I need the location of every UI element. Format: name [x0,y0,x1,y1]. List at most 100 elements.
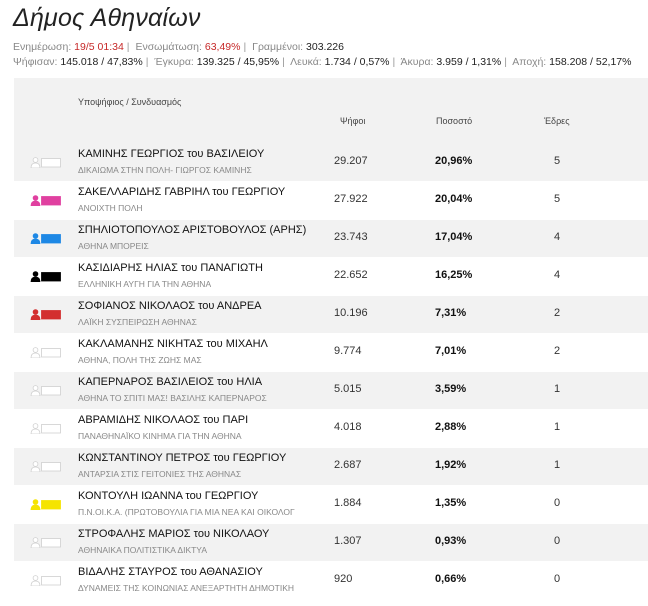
seats-value: 0 [554,497,561,509]
party-name: ΛΑΪΚΗ ΣΥΣΠΕΙΡΩΣΗ ΑΘΗΝΑΣ [78,317,197,327]
valid-label: Έγκυρα: [154,56,194,68]
party-name: ΠΑΝΑΘΗΝΑΪΚΟ ΚΙΝΗΜΑ ΓΙΑ ΤΗΝ ΑΘΗΝΑ [78,431,242,441]
invalid-label: Άκυρα: [400,56,434,68]
percent-value: 2,88% [435,421,467,433]
candidate-icon-outline [30,535,61,549]
table-row[interactable]: ΚΑΚΛΑΜΑΝΗΣ ΝΙΚΗΤΑΣ του ΜΙΧΑΗΛ ΑΘΗΝΑ, ΠΟΛΗ… [14,334,648,372]
candidate-icon-magenta [30,193,61,207]
seats-value: 1 [554,383,561,395]
percent-value: 7,31% [435,307,467,319]
candidate-name: ΚΟΝΤΟΥΛΗ ΙΩΑΝΝΑ του ΓΕΩΡΓΙΟΥ [78,490,259,502]
party-name: ΑΝΤΑΡΣΙΑ ΣΤΙΣ ΓΕΙΤΟΝΙΕΣ ΤΗΣ ΑΘΗΝΑΣ [78,469,242,479]
votes-value: 9.774 [334,345,362,357]
percent-value: 1,92% [435,459,467,471]
voted-value: 145.018 / 47,83% [60,56,143,68]
candidate-name: ΚΑΜΙΝΗΣ ΓΕΩΡΓΙΟΣ του ΒΑΣΙΛΕΙΟΥ [78,148,265,160]
table-row[interactable]: ΚΟΝΤΟΥΛΗ ΙΩΑΝΝΑ του ΓΕΩΡΓΙΟΥ Π.Ν.ΟΙ.Κ.Α. … [14,486,648,524]
candidate-icon-outline [30,459,61,473]
candidate-name: ΚΩΝΣΤΑΝΤΙΝΟΥ ΠΕΤΡΟΣ του ΓΕΩΡΓΙΟΥ [78,452,287,464]
percent-value: 7,01% [435,345,467,357]
percent-value: 1,35% [435,497,467,509]
table-row[interactable]: ΒΙΔΑΛΗΣ ΣΤΑΥΡΟΣ του ΑΘΑΝΑΣΙΟΥ ΔΥΝΑΜΕΙΣ ΤΗ… [14,562,648,600]
party-name: ΑΘΗΝΑ, ΠΟΛΗ ΤΗΣ ΖΩΗΣ ΜΑΣ [78,355,202,365]
votes-value: 27.922 [334,193,368,205]
party-name: Π.Ν.ΟΙ.Κ.Α. (ΠΡΩΤΟΒΟΥΛΙΑ ΓΙΑ ΜΙΑ ΝΕΑ ΚΑΙ… [78,507,295,517]
seats-value: 5 [554,193,561,205]
party-name: ΑΘΗΝΑ ΤΟ ΣΠΙΤΙ ΜΑΣ! ΒΑΣΙΛΗΣ ΚΑΠΕΡΝΑΡΟΣ [78,393,267,403]
candidate-icon-yellow [30,497,61,511]
votes-value: 23.743 [334,231,368,243]
table-header: Υποψήφιος / Συνδυασμός Ψήφοι Ποσοστό Έδρ… [14,78,648,144]
invalid-value: 3.959 / 1,31% [436,56,502,68]
table-row[interactable]: ΚΑΜΙΝΗΣ ΓΕΩΡΓΙΟΣ του ΒΑΣΙΛΕΙΟΥ ΔΙΚΑΙΩΜΑ Σ… [14,144,648,182]
blank-label: Λευκά: [290,56,322,68]
candidate-name: ΣΑΚΕΛΛΑΡΙΔΗΣ ΓΑΒΡΙΗΛ του ΓΕΩΡΓΙΟΥ [78,186,286,198]
table-row[interactable]: ΚΑΠΕΡΝΑΡΟΣ ΒΑΣΙΛΕΙΟΣ του ΗΛΙΑ ΑΘΗΝΑ ΤΟ ΣΠ… [14,372,648,410]
table-row[interactable]: ΣΟΦΙΑΝΟΣ ΝΙΚΟΛΑΟΣ του ΑΝΔΡΕΑ ΛΑΪΚΗ ΣΥΣΠΕΙ… [14,296,648,334]
integration-label: Ενσωμάτωση: [135,41,202,53]
candidate-name: ΣΤΡΟΦΑΛΗΣ ΜΑΡΙΟΣ του ΝΙΚΟΛΑΟΥ [78,528,270,540]
header-percent: Ποσοστό [436,116,473,126]
candidate-name: ΣΟΦΙΑΝΟΣ ΝΙΚΟΛΑΟΣ του ΑΝΔΡΕΑ [78,300,262,312]
header-votes: Ψήφοι [340,116,366,126]
candidate-icon-red [30,307,61,321]
page-title: Δήμος Αθηναίων [13,4,201,32]
votes-value: 10.196 [334,307,368,319]
candidate-name: ΑΒΡΑΜΙΔΗΣ ΝΙΚΟΛΑΟΣ του ΠΑΡΙ [78,414,249,426]
update-label: Ενημέρωση: [13,41,72,53]
votes-value: 920 [334,573,353,585]
results-table: Υποψήφιος / Συνδυασμός Ψήφοι Ποσοστό Έδρ… [14,78,648,600]
party-name: ΑΘΗΝΑΙΚΑ ΠΟΛΙΤΙΣΤΙΚΑ ΔΙΚΤΥΑ [78,545,208,555]
party-name: ΕΛΛΗΝΙΚΗ ΑΥΓΗ ΓΙΑ ΤΗΝ ΑΘΗΝΑ [78,279,212,289]
seats-value: 1 [554,421,561,433]
table-row[interactable]: ΣΠΗΛΙΟΤΟΠΟΥΛΟΣ ΑΡΙΣΤΟΒΟΥΛΟΣ (ΑΡΗΣ) τ ΑΘΗΝ… [14,220,648,258]
percent-value: 0,66% [435,573,467,585]
votes-value: 22.652 [334,269,368,281]
candidate-name: ΚΑΠΕΡΝΑΡΟΣ ΒΑΣΙΛΕΙΟΣ του ΗΛΙΑ [78,376,263,388]
percent-value: 3,59% [435,383,467,395]
table-body: ΚΑΜΙΝΗΣ ΓΕΩΡΓΙΟΣ του ΒΑΣΙΛΕΙΟΥ ΔΙΚΑΙΩΜΑ Σ… [14,144,648,600]
table-row[interactable]: ΚΑΣΙΔΙΑΡΗΣ ΗΛΙΑΣ του ΠΑΝΑΓΙΩΤΗ ΕΛΛΗΝΙΚΗ Α… [14,258,648,296]
candidate-name: ΚΑΣΙΔΙΑΡΗΣ ΗΛΙΑΣ του ΠΑΝΑΓΙΩΤΗ [78,262,263,274]
seats-value: 0 [554,535,561,547]
stats-line-1: Ενημέρωση: 19/5 01:34 | Ενσωμάτωση: 63,49… [13,41,344,53]
seats-value: 0 [554,573,561,585]
seats-value: 2 [554,345,561,357]
registered-value: 303.226 [306,41,344,53]
party-name: ΑΝΟΙΧΤΗ ΠΟΛΗ [78,203,143,213]
party-name: ΑΘΗΝΑ ΜΠΟΡΕΙΣ [78,241,149,251]
seats-value: 2 [554,307,561,319]
abstention-value: 158.208 / 52,17% [549,56,632,68]
seats-value: 4 [554,269,561,281]
candidate-name: ΒΙΔΑΛΗΣ ΣΤΑΥΡΟΣ του ΑΘΑΝΑΣΙΟΥ [78,566,263,578]
votes-value: 1.884 [334,497,362,509]
party-name: ΔΙΚΑΙΩΜΑ ΣΤΗΝ ΠΟΛΗ- ΓΙΩΡΓΟΣ ΚΑΜΙΝΗΣ [78,165,252,175]
valid-value: 139.325 / 45,95% [196,56,280,68]
blank-value: 1.734 / 0,57% [324,56,390,68]
candidate-icon-outline [30,155,61,169]
integration-value: 63,49% [204,41,241,53]
percent-value: 16,25% [435,269,473,281]
candidate-icon-outline [30,345,61,359]
seats-value: 5 [554,155,561,167]
seats-value: 1 [554,459,561,471]
header-candidate: Υποψήφιος / Συνδυασμός [78,97,182,107]
candidate-name: ΣΠΗΛΙΟΤΟΠΟΥΛΟΣ ΑΡΙΣΤΟΒΟΥΛΟΣ (ΑΡΗΣ) τ [78,224,306,236]
candidate-icon-blue [30,231,61,245]
candidate-icon-outline [30,573,61,587]
candidate-name: ΚΑΚΛΑΜΑΝΗΣ ΝΙΚΗΤΑΣ του ΜΙΧΑΗΛ [78,338,268,350]
abstention-label: Αποχή: [512,56,547,68]
table-row[interactable]: ΣΤΡΟΦΑΛΗΣ ΜΑΡΙΟΣ του ΝΙΚΟΛΑΟΥ ΑΘΗΝΑΙΚΑ ΠΟ… [14,524,648,562]
percent-value: 20,04% [435,193,473,205]
table-row[interactable]: ΑΒΡΑΜΙΔΗΣ ΝΙΚΟΛΑΟΣ του ΠΑΡΙ ΠΑΝΑΘΗΝΑΪΚΟ Κ… [14,410,648,448]
table-row[interactable]: ΚΩΝΣΤΑΝΤΙΝΟΥ ΠΕΤΡΟΣ του ΓΕΩΡΓΙΟΥ ΑΝΤΑΡΣΙΑ… [14,448,648,486]
registered-label: Γραμμένοι: [252,41,304,53]
header-seats: Έδρες [544,116,570,126]
votes-value: 5.015 [334,383,362,395]
seats-value: 4 [554,231,561,243]
percent-value: 0,93% [435,535,467,547]
percent-value: 20,96% [435,155,473,167]
stats-line-2: Ψήφισαν: 145.018 / 47,83% | Έγκυρα: 139.3… [13,56,632,68]
table-row[interactable]: ΣΑΚΕΛΛΑΡΙΔΗΣ ΓΑΒΡΙΗΛ του ΓΕΩΡΓΙΟΥ ΑΝΟΙΧΤΗ… [14,182,648,220]
party-name: ΔΥΝΑΜΕΙΣ ΤΗΣ ΚΟΙΝΩΝΙΑΣ ΑΝΕΞΑΡΤΗΤΗ ΔΗΜΟΤΙ… [78,583,294,593]
